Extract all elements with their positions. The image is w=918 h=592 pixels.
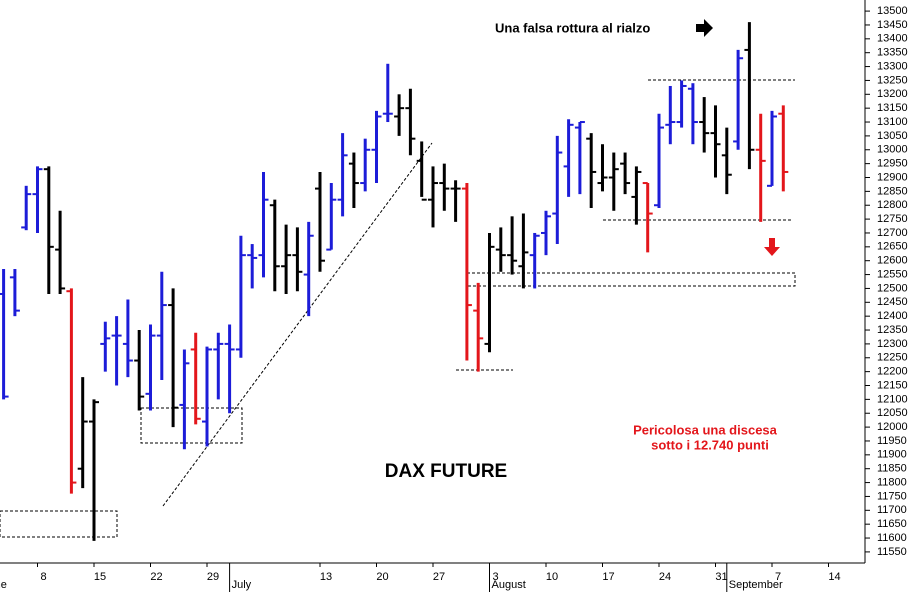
y-tick-label: 12150 <box>877 379 908 391</box>
y-tick-label: 13300 <box>877 60 908 72</box>
y-tick-label: 13050 <box>877 130 908 142</box>
x-tick-label: 20 <box>376 571 388 583</box>
y-tick-label: 13100 <box>877 116 908 128</box>
y-tick-label: 11800 <box>877 476 907 488</box>
annotation: Una falsa rottura al rialzo <box>495 20 650 35</box>
y-tick-label: 13500 <box>877 5 908 17</box>
y-tick-label: 12900 <box>877 171 908 183</box>
y-tick-label: 12600 <box>877 255 908 267</box>
y-tick-label: 12200 <box>877 366 908 378</box>
x-tick-label: 15 <box>94 571 106 583</box>
y-tick-label: 12300 <box>877 338 908 350</box>
y-tick-label: 12750 <box>877 213 908 225</box>
month-label: June <box>0 579 7 591</box>
y-tick-label: 12950 <box>877 158 908 170</box>
y-tick-label: 12450 <box>877 296 908 308</box>
y-tick-label: 12050 <box>877 407 908 419</box>
y-tick-label: 13400 <box>877 33 908 45</box>
y-tick-label: 13250 <box>877 74 908 86</box>
y-tick-label: 11650 <box>877 518 907 530</box>
y-tick-label: 11900 <box>877 449 907 461</box>
x-tick-label: 8 <box>40 571 46 583</box>
x-tick-label: 7 <box>775 571 781 583</box>
y-tick-label: 13150 <box>877 102 908 114</box>
y-tick-label: 13350 <box>877 47 908 59</box>
month-label: July <box>232 579 252 591</box>
x-tick-label: 24 <box>659 571 671 583</box>
y-tick-label: 12350 <box>877 324 908 336</box>
y-tick-label: 13450 <box>877 19 908 31</box>
y-tick-label: 12400 <box>877 310 908 322</box>
y-tick-label: 12100 <box>877 393 908 405</box>
y-tick-label: 11600 <box>877 532 907 544</box>
month-label: August <box>492 579 526 591</box>
arrow-right <box>696 19 713 37</box>
x-tick-label: 14 <box>828 571 840 583</box>
y-tick-label: 12250 <box>877 352 908 364</box>
y-tick-label: 12500 <box>877 282 908 294</box>
y-tick-label: 11700 <box>877 504 907 516</box>
chart-title: DAX FUTURE <box>385 461 507 482</box>
x-tick-label: 29 <box>207 571 219 583</box>
y-tick-label: 11950 <box>877 435 907 447</box>
level-box <box>0 510 118 538</box>
x-tick-label: 13 <box>320 571 332 583</box>
month-label: September <box>729 579 783 591</box>
x-tick-label: 3 <box>492 571 498 583</box>
y-tick-label: 12800 <box>877 199 908 211</box>
y-tick-label: 11850 <box>877 463 907 475</box>
x-tick-label: 27 <box>433 571 445 583</box>
arrow-down <box>764 238 780 256</box>
annotation: Pericolosa una discesa <box>633 422 778 437</box>
y-tick-label: 12650 <box>877 241 908 253</box>
annotation: sotto i 12.740 punti <box>651 437 769 452</box>
x-tick-label: 17 <box>602 571 614 583</box>
y-tick-label: 12700 <box>877 227 908 239</box>
y-tick-label: 13000 <box>877 144 908 156</box>
y-tick-label: 12550 <box>877 268 908 280</box>
y-tick-label: 12850 <box>877 185 908 197</box>
y-tick-label: 13200 <box>877 88 908 100</box>
x-tick-label: 31 <box>715 571 727 583</box>
level-box <box>140 407 243 444</box>
y-tick-label: 12000 <box>877 421 908 433</box>
y-tick-label: 11750 <box>877 490 907 502</box>
x-tick-label: 10 <box>546 571 558 583</box>
y-tick-label: 11550 <box>877 546 907 558</box>
x-tick-label: 22 <box>150 571 162 583</box>
